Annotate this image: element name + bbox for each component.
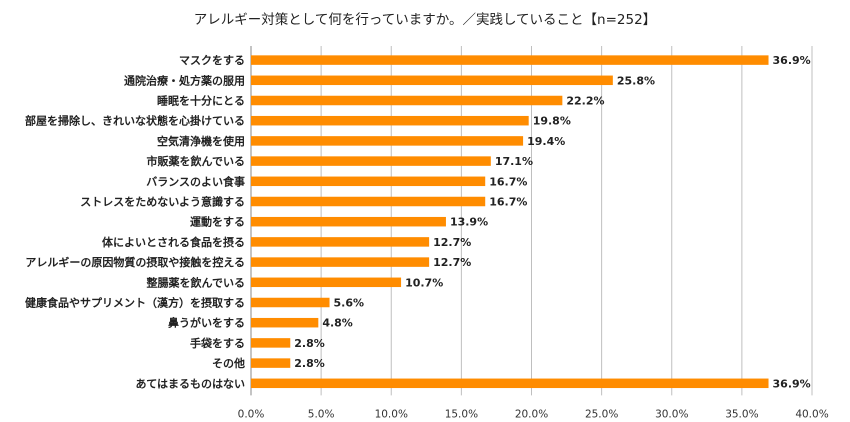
category-label: 整腸薬を飲んでいる	[146, 275, 245, 289]
value-label: 36.9%	[773, 377, 811, 390]
value-label: 10.7%	[405, 276, 443, 289]
x-tick-label: 35.0%	[725, 408, 758, 420]
bar	[251, 136, 524, 146]
value-label: 19.4%	[527, 135, 565, 148]
value-label: 36.9%	[773, 54, 811, 67]
category-label: 手袋をする	[190, 336, 245, 350]
category-label: 部屋を掃除し、きれいな状態を心掛けている	[25, 114, 245, 128]
category-label: 通院治療・処方薬の服用	[124, 73, 245, 87]
bar	[251, 75, 613, 86]
value-label: 2.8%	[294, 337, 325, 350]
category-label: ストレスをためないよう意識する	[80, 195, 245, 209]
value-labels: 36.9% 25.8% 22.2% 19.8% 19.4% 17.1% 16.7% 16.7%…	[294, 54, 810, 390]
bar	[251, 115, 529, 126]
category-label: 空気清浄機を使用	[157, 134, 245, 148]
value-label: 17.1%	[495, 155, 533, 168]
x-tick-label: 40.0%	[795, 408, 828, 420]
bar	[251, 297, 330, 308]
category-label: 睡眠を十分にとる	[157, 94, 245, 108]
category-label: 体によいとされる食品を摂る	[102, 235, 245, 249]
bar	[251, 176, 486, 187]
bar	[251, 378, 769, 389]
bar	[251, 257, 430, 267]
value-label: 4.8%	[322, 317, 353, 330]
x-tick-label: 0.0%	[238, 408, 265, 420]
chart-title: アレルギー対策として何を行っていますか。／実践していること【n=252】	[194, 11, 656, 28]
value-label: 12.7%	[433, 236, 471, 249]
x-tick-label: 25.0%	[585, 408, 618, 420]
bar	[251, 216, 446, 227]
bar	[251, 156, 491, 166]
x-tick-label: 20.0%	[515, 408, 548, 420]
value-label: 16.7%	[489, 175, 527, 188]
bars	[251, 55, 769, 389]
bar	[251, 277, 402, 288]
value-label: 19.8%	[533, 115, 571, 128]
bar	[251, 95, 563, 106]
category-label: その他	[212, 356, 245, 370]
value-label: 22.2%	[566, 95, 604, 108]
bar	[251, 317, 319, 328]
category-label: 健康食品やサプリメント（漢方）を摂取する	[25, 296, 245, 310]
x-axis-ticks: 0.0% 5.0% 10.0% 15.0% 20.0% 25.0% 30.0% 35.0% 40…	[238, 408, 829, 420]
value-label: 2.8%	[294, 357, 325, 370]
value-label: 13.9%	[450, 216, 488, 229]
category-label: あてはまるものはない	[135, 377, 245, 390]
value-label: 12.7%	[433, 256, 471, 269]
category-label: バランスのよい食事	[146, 174, 245, 188]
x-tick-label: 15.0%	[445, 408, 478, 420]
x-tick-label: 30.0%	[655, 408, 688, 420]
category-label: 市販薬を飲んでいる	[147, 154, 245, 168]
value-label: 25.8%	[617, 74, 655, 87]
bar	[251, 55, 769, 65]
category-label: アレルギーの原因物質の摂取や接触を控える	[25, 255, 245, 269]
category-label: 鼻うがいをする	[168, 316, 245, 330]
category-label: 運動をする	[190, 215, 245, 229]
bar	[251, 358, 291, 368]
category-label: マスクをする	[179, 54, 245, 67]
value-label: 16.7%	[489, 196, 527, 209]
x-tick-label: 10.0%	[375, 408, 408, 420]
bar	[251, 338, 291, 348]
x-tick-label: 5.0%	[308, 408, 335, 420]
bar	[251, 237, 430, 247]
category-labels: マスクをする通院治療・処方薬の服用睡眠を十分にとる部屋を掃除し、きれいな状態を心…	[25, 54, 245, 390]
bar	[251, 196, 486, 207]
value-label: 5.6%	[334, 297, 365, 310]
